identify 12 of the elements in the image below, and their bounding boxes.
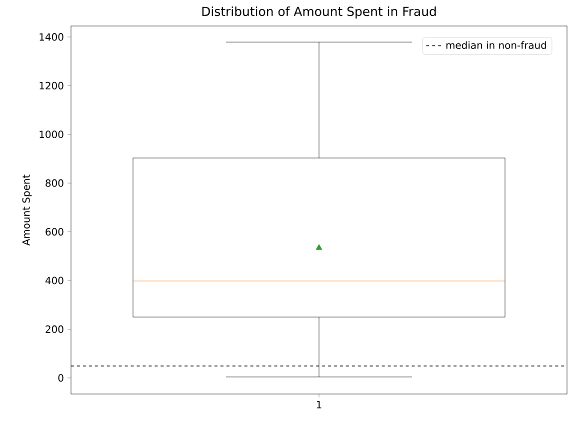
y-tick-label: 800	[46, 179, 64, 187]
y-tick-label: 1000	[40, 130, 64, 138]
x-tick-label: 1	[316, 401, 322, 408]
chart-title: Distribution of Amount Spent in Fraud	[202, 6, 436, 19]
y-axis-title: Amount Spent	[22, 174, 32, 246]
y-tick-label: 600	[46, 228, 64, 236]
y-tick-label: 400	[45, 276, 64, 284]
legend-label: median in non-fraud	[446, 41, 546, 49]
y-tick-label: 1400	[40, 33, 64, 41]
y-tick-label: 1200	[40, 82, 64, 90]
y-tick-label: 200	[46, 325, 64, 333]
y-tick-label: 0	[58, 374, 64, 382]
